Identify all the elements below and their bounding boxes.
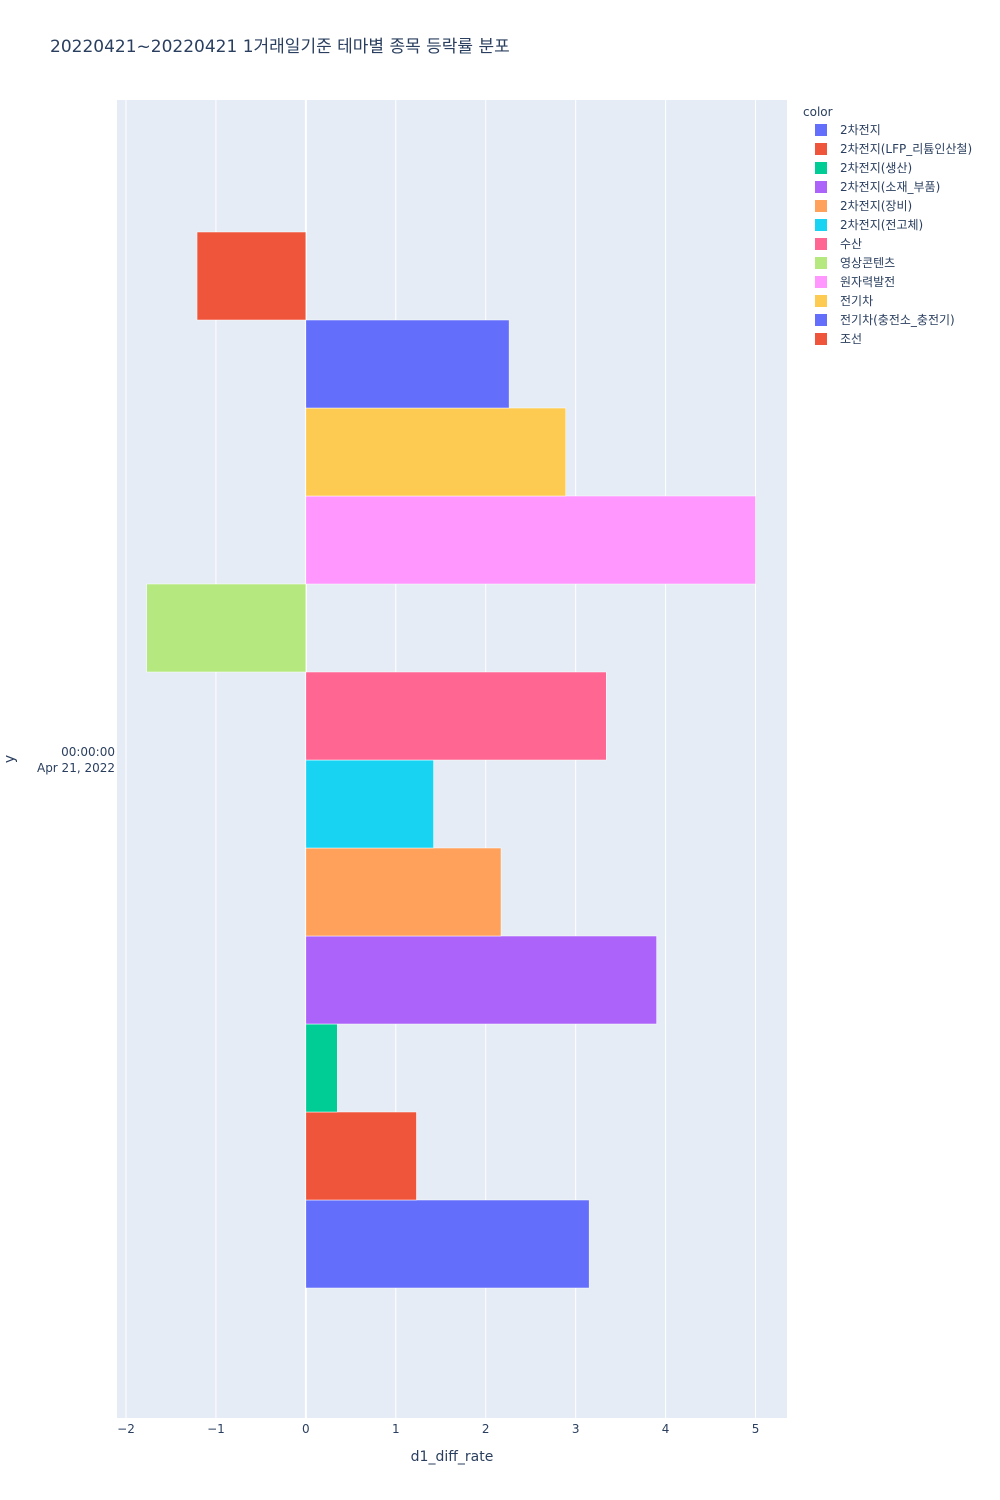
legend-swatch[interactable] bbox=[815, 124, 827, 136]
legend-item-label[interactable]: 2차전지 bbox=[840, 123, 881, 137]
chart-title: 20220421~20220421 1거래일기준 테마별 종목 등락률 분포 bbox=[50, 37, 510, 57]
bar[interactable] bbox=[305, 407, 567, 497]
legend-swatch[interactable] bbox=[815, 295, 827, 307]
legend-swatch[interactable] bbox=[815, 162, 827, 174]
legend-item-label[interactable]: 영상콘텐츠 bbox=[840, 256, 895, 270]
x-tick-label: −2 bbox=[117, 1422, 135, 1436]
legend-swatch[interactable] bbox=[815, 257, 827, 269]
legend-swatch[interactable] bbox=[815, 314, 827, 326]
x-tick-label: 1 bbox=[392, 1422, 400, 1436]
x-ticks: −2 −1 0 1 2 3 4 5 bbox=[117, 1422, 759, 1436]
legend-item-label[interactable]: 조선 bbox=[840, 332, 862, 346]
legend-item-label[interactable]: 원자력발전 bbox=[840, 275, 895, 289]
bar[interactable] bbox=[305, 847, 502, 937]
legend-item-label[interactable]: 전기차 bbox=[840, 294, 873, 308]
bar[interactable] bbox=[305, 935, 657, 1025]
y-tick-label-time: 00:00:00 bbox=[61, 745, 115, 759]
legend-item-label[interactable]: 2차전지(소재_부품) bbox=[840, 180, 940, 194]
legend-title: color bbox=[803, 105, 833, 119]
x-tick-label: −1 bbox=[207, 1422, 225, 1436]
x-tick-label: 5 bbox=[752, 1422, 760, 1436]
legend-swatch[interactable] bbox=[815, 333, 827, 345]
x-tick-label: 2 bbox=[482, 1422, 490, 1436]
legend: 2차전지 2차전지(LFP_리튬인산철) 2차전지(생산) 2차전지(소재_부품) 2차… bbox=[815, 123, 972, 346]
bar[interactable] bbox=[305, 319, 510, 409]
legend-item-label[interactable]: 전기차(충전소_충전기) bbox=[840, 313, 955, 327]
bar[interactable] bbox=[305, 671, 607, 761]
x-tick-label: 3 bbox=[572, 1422, 580, 1436]
legend-swatch[interactable] bbox=[815, 143, 827, 155]
x-axis-title: d1_diff_rate bbox=[411, 1449, 494, 1465]
bar[interactable] bbox=[305, 1199, 590, 1289]
legend-item-label[interactable]: 2차전지(전고체) bbox=[840, 218, 923, 232]
legend-item-label[interactable]: 수산 bbox=[840, 237, 862, 251]
bar[interactable] bbox=[146, 583, 307, 673]
bar[interactable] bbox=[305, 495, 756, 585]
legend-item-label[interactable]: 2차전지(LFP_리튬인산철) bbox=[840, 142, 972, 156]
legend-swatch[interactable] bbox=[815, 200, 827, 212]
bars bbox=[146, 231, 756, 1289]
legend-swatch[interactable] bbox=[815, 181, 827, 193]
y-tick-label-date: Apr 21, 2022 bbox=[37, 761, 115, 775]
legend-swatch[interactable] bbox=[815, 238, 827, 250]
x-tick-label: 0 bbox=[302, 1422, 310, 1436]
y-axis-title: y bbox=[2, 755, 18, 763]
x-tick-label: 4 bbox=[662, 1422, 670, 1436]
legend-item-label[interactable]: 2차전지(장비) bbox=[840, 199, 912, 213]
legend-swatch[interactable] bbox=[815, 276, 827, 288]
bar[interactable] bbox=[305, 759, 434, 849]
bar[interactable] bbox=[305, 1023, 338, 1113]
legend-swatch[interactable] bbox=[815, 219, 827, 231]
legend-item-label[interactable]: 2차전지(생산) bbox=[840, 161, 912, 175]
bar[interactable] bbox=[196, 231, 307, 321]
bar[interactable] bbox=[305, 1111, 417, 1201]
